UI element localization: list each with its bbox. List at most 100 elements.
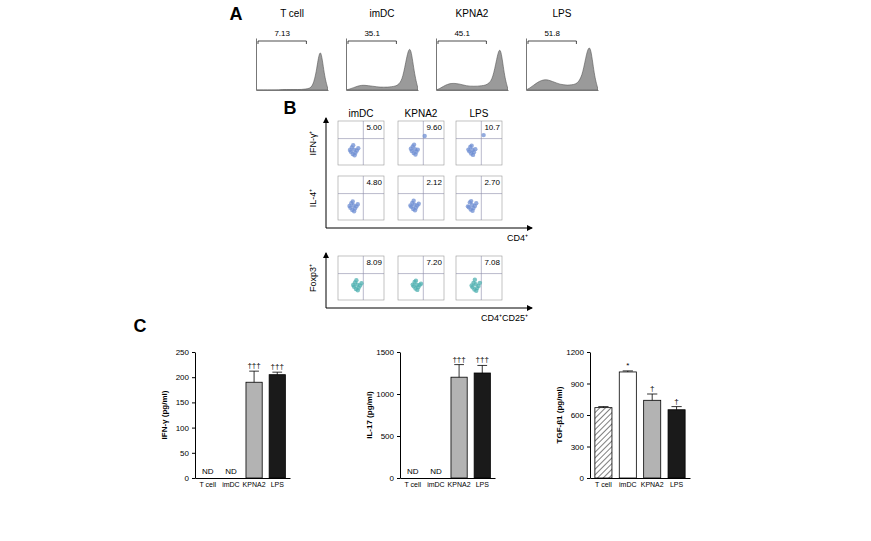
quadrant-line — [398, 273, 444, 274]
tick-label: LPS — [476, 481, 490, 488]
dot-plot: 8.09 — [338, 256, 384, 300]
error-bar — [454, 365, 464, 378]
panel-a: A7.13T cell35.1imDC45.1KPNA251.8LPS — [230, 4, 599, 91]
annotation: ††† — [476, 355, 489, 364]
histogram-area — [256, 53, 328, 90]
tick-mark — [587, 415, 590, 416]
axis-line — [526, 39, 527, 91]
cell-dot — [347, 204, 351, 208]
cell-dot — [351, 283, 355, 287]
cell-dot — [417, 202, 421, 206]
histogram: 7.13T cell — [256, 8, 329, 91]
tick-label: 0 — [185, 474, 190, 483]
plot-area — [436, 50, 508, 90]
annotation: † — [674, 397, 678, 406]
axis — [526, 39, 527, 91]
plot-frame — [398, 121, 444, 165]
plot-area — [256, 53, 328, 90]
gate — [348, 41, 396, 44]
plot-area — [409, 134, 427, 157]
plot-area — [466, 133, 486, 157]
plot-area — [246, 371, 285, 478]
cell-dot — [471, 153, 475, 157]
tick: T cell — [199, 481, 216, 488]
axis-title: TGF-β1 (pg/ml) — [555, 386, 564, 443]
plot-area — [526, 48, 598, 90]
tick: LPS — [476, 481, 490, 488]
error-bar — [623, 371, 633, 372]
panel-letter: C — [134, 316, 147, 336]
tick-label: LPS — [670, 481, 684, 488]
annotation: ††† — [247, 361, 260, 370]
cell-dot — [351, 199, 355, 203]
bar — [246, 382, 262, 478]
axis-line — [257, 90, 329, 91]
quadrant-line — [423, 121, 424, 165]
x-axis: T cell imDCKPNA2 LPS — [401, 479, 496, 489]
bar — [595, 408, 612, 478]
tick: 150 — [176, 398, 195, 407]
tick-mark — [587, 384, 590, 385]
tick-label: imDC — [222, 481, 240, 488]
cell-dot — [414, 278, 418, 282]
axis-line — [400, 353, 401, 479]
tick-label: 600 — [571, 411, 585, 420]
panel-b: BimDCKPNA2LPSIFN-γ⁺5.009.6010.7IL-4⁺4.80… — [284, 98, 533, 323]
cell-dot — [412, 143, 416, 147]
error-bar — [647, 394, 657, 400]
tick: 100 — [176, 424, 195, 433]
tick-label: LPS — [271, 481, 285, 488]
axis-line — [256, 39, 257, 91]
tick: imDC — [427, 481, 445, 488]
tick: T cell — [404, 481, 421, 488]
tick-label: 50 — [180, 449, 189, 458]
plot-frame — [398, 256, 444, 300]
row-label: IL-4⁺ — [308, 189, 318, 208]
tick-label: T cell — [199, 481, 216, 488]
tick: KPNA2 — [448, 481, 471, 488]
error-bar — [249, 371, 259, 382]
tick: 1200 — [566, 348, 590, 357]
bar-chart: *††03006009001200T cellimDCKPNA2LPSTGF-β… — [555, 348, 691, 488]
cell-dot — [415, 288, 419, 292]
x-axis: T cellimDCKPNA2LPS — [591, 479, 691, 489]
quadrant-line — [423, 176, 424, 220]
error-bar — [477, 365, 487, 373]
histogram: 51.8LPS — [526, 8, 599, 91]
annotation: ND — [202, 467, 214, 476]
bar — [451, 377, 467, 478]
panel-letter: A — [230, 4, 243, 24]
column-header: KPNA2 — [405, 108, 438, 119]
plot-area — [347, 199, 360, 213]
plot-area — [466, 199, 479, 213]
axis — [256, 39, 257, 91]
quadrant-line — [456, 273, 502, 274]
tick-mark — [192, 428, 195, 429]
column-header: imDC — [349, 108, 374, 119]
cell-dot — [466, 204, 470, 208]
plot-frame — [456, 176, 502, 220]
tick-label: 0 — [390, 474, 395, 483]
cell-dot — [356, 146, 360, 150]
cell-dot — [469, 143, 473, 147]
plot-area — [451, 365, 490, 478]
tick-mark — [192, 453, 195, 454]
quadrant-line — [338, 273, 384, 274]
x-axis: T cellimDCKPNA2LPS — [196, 479, 291, 489]
bar — [668, 410, 685, 478]
cell-dot — [411, 282, 415, 286]
axis-title: CD4⁺CD25⁺ — [481, 313, 528, 323]
tick-label: 200 — [176, 373, 190, 382]
tick-label: 500 — [381, 432, 395, 441]
quadrant-value: 9.60 — [426, 123, 442, 132]
quadrant-value: 7.20 — [426, 258, 442, 267]
tick: 0 — [185, 474, 195, 483]
dot-plot: 9.60 — [398, 121, 444, 165]
tick: LPS — [271, 481, 285, 488]
quadrant-line — [338, 193, 384, 194]
axis-line — [437, 90, 509, 91]
histogram-area — [436, 50, 508, 90]
tick-label: T cell — [595, 481, 612, 488]
row-label: Foxp3⁺ — [308, 264, 318, 292]
axis-line — [347, 90, 419, 91]
